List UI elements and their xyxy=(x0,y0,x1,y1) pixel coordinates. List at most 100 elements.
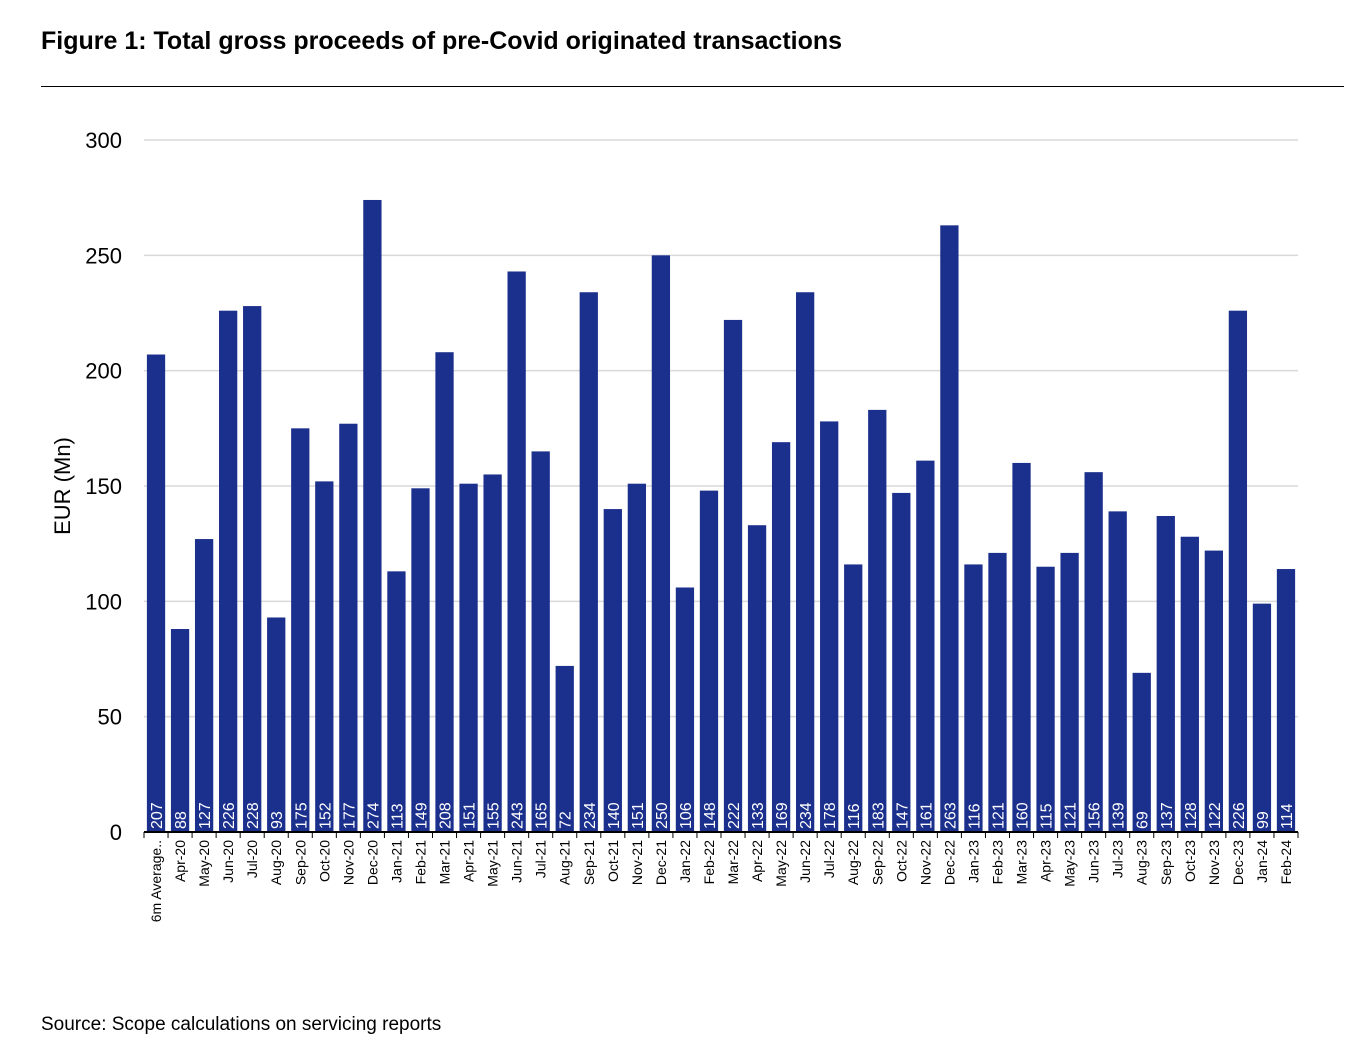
bar xyxy=(1252,603,1272,832)
bar xyxy=(531,451,550,832)
data-label: 139 xyxy=(1111,802,1128,829)
x-tick-label: Feb-24 xyxy=(1278,840,1294,885)
x-tick-label: Jul-23 xyxy=(1110,840,1126,878)
x-tick-label: Jun-21 xyxy=(509,840,525,883)
data-label: 208 xyxy=(438,802,455,829)
data-label: 160 xyxy=(1015,802,1032,829)
x-tick-label: Aug-23 xyxy=(1134,840,1150,885)
x-tick-label: 6m Average.. xyxy=(148,840,164,922)
bar xyxy=(796,292,815,832)
bar xyxy=(267,617,286,832)
data-label: 114 xyxy=(1279,803,1296,829)
bar xyxy=(483,474,502,832)
bar xyxy=(603,509,622,832)
data-labels: 207 88 127 226 228 93 175 152 177 274 113 149 208 151… xyxy=(149,802,1296,829)
data-label: 156 xyxy=(1087,802,1104,829)
data-label: 243 xyxy=(510,802,527,829)
x-tick-label: Feb-23 xyxy=(989,840,1005,885)
data-label: 88 xyxy=(173,811,190,829)
bar xyxy=(940,225,959,832)
x-tick-label: Aug-22 xyxy=(845,840,861,885)
y-tick-label: 50 xyxy=(98,705,122,730)
x-tick-label: Dec-23 xyxy=(1230,840,1246,885)
bar xyxy=(1228,310,1248,832)
bar-chart: 0 50 100 150 200 250 300 207 88 127 226 228 93 175 15… xyxy=(50,128,1299,922)
bar xyxy=(892,492,911,832)
bar xyxy=(219,310,238,832)
bar xyxy=(1276,569,1296,832)
data-label: 151 xyxy=(630,802,647,829)
bar xyxy=(1012,462,1031,832)
gridlines xyxy=(144,139,1298,718)
data-label: 155 xyxy=(486,802,503,829)
x-tick-label: Oct-23 xyxy=(1182,840,1198,882)
data-label: 121 xyxy=(990,802,1007,829)
x-tick-label: Apr-23 xyxy=(1038,840,1054,882)
bar xyxy=(459,483,478,832)
x-tick-label: Jun-22 xyxy=(797,840,813,883)
bar xyxy=(723,319,743,832)
bar xyxy=(363,199,382,832)
bar xyxy=(675,587,695,832)
x-tick-label: Sep-21 xyxy=(581,840,597,885)
bar xyxy=(387,571,406,832)
data-label: 161 xyxy=(918,802,935,829)
bar xyxy=(507,271,526,833)
bar xyxy=(435,352,454,832)
x-tick-label: Nov-23 xyxy=(1206,840,1222,885)
data-label: 175 xyxy=(293,802,310,829)
bar xyxy=(868,409,887,832)
data-label: 115 xyxy=(1039,803,1056,829)
x-tick-label: Dec-22 xyxy=(941,840,957,885)
x-tick-label: Apr-21 xyxy=(461,840,477,882)
data-label: 122 xyxy=(1207,802,1224,829)
data-label: 69 xyxy=(1135,811,1152,829)
y-axis-ticks: 0 50 100 150 200 250 300 xyxy=(85,128,122,845)
bar xyxy=(170,629,190,832)
x-tick-label: May-21 xyxy=(485,840,501,887)
bar xyxy=(1204,550,1223,832)
x-tick-label: Apr-20 xyxy=(172,840,188,882)
bar xyxy=(411,488,430,832)
x-axis-tick-marks xyxy=(143,832,1299,838)
bar xyxy=(315,481,334,832)
data-label: 226 xyxy=(221,802,238,829)
data-label: 116 xyxy=(966,803,983,829)
bar xyxy=(988,552,1007,832)
data-label: 113 xyxy=(389,803,406,829)
x-tick-label: Jan-24 xyxy=(1254,840,1270,883)
x-tick-label: Nov-22 xyxy=(917,840,933,885)
y-tick-label: 200 xyxy=(85,359,122,384)
bar xyxy=(579,292,598,832)
data-label: 169 xyxy=(774,802,791,829)
bar xyxy=(194,539,214,832)
bar xyxy=(243,306,262,833)
bar xyxy=(771,442,791,832)
bar xyxy=(916,460,935,832)
bar xyxy=(146,354,166,832)
bar xyxy=(699,490,719,832)
data-label: 263 xyxy=(942,802,959,829)
x-tick-label: Sep-23 xyxy=(1158,840,1174,885)
data-label: 121 xyxy=(1063,802,1080,829)
x-tick-label: Dec-21 xyxy=(653,840,669,885)
bar xyxy=(1060,552,1079,832)
x-tick-label: Jul-20 xyxy=(244,840,260,878)
bar xyxy=(964,564,983,832)
y-tick-label: 150 xyxy=(85,474,122,499)
bar xyxy=(627,483,646,832)
data-label: 72 xyxy=(558,811,575,829)
x-tick-label: Aug-21 xyxy=(557,840,573,885)
source-note: Source: Scope calculations on servicing … xyxy=(41,1014,442,1035)
data-label: 137 xyxy=(1159,802,1176,829)
data-label: 183 xyxy=(870,802,887,829)
x-tick-label: Aug-20 xyxy=(268,840,284,885)
y-axis-label: EUR (Mn) xyxy=(50,437,75,535)
bar xyxy=(820,421,839,832)
x-tick-label: Oct-20 xyxy=(316,840,332,882)
title-divider xyxy=(41,86,1344,87)
data-label: 177 xyxy=(341,802,358,829)
data-label: 250 xyxy=(654,802,671,829)
x-tick-label: Jun-20 xyxy=(220,840,236,883)
data-label: 128 xyxy=(1183,802,1200,829)
